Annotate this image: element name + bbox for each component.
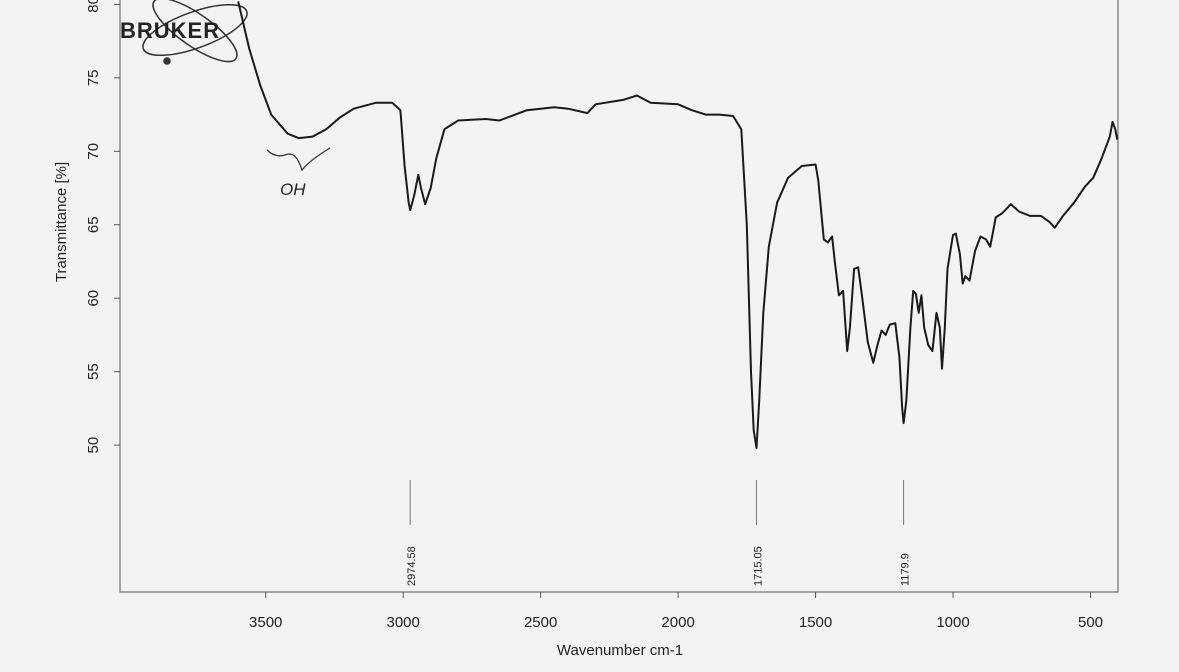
y-tick-label: 70 (85, 143, 102, 160)
y-tick-label: 50 (85, 437, 102, 454)
y-tick-label: 55 (85, 363, 102, 380)
x-tick-label: 2000 (661, 614, 694, 631)
y-tick-label: 80 (85, 0, 102, 13)
x-tick-label: 1500 (799, 614, 832, 631)
x-axis-label: Wavenumber cm-1 (557, 642, 683, 659)
annotation-stroke (266, 147, 331, 172)
spectrum-line (237, 1, 1119, 449)
annotation: OH (280, 180, 306, 199)
plot-frame (119, 0, 1119, 593)
peak-label: 1179.9 (900, 553, 912, 586)
y-tick-label: 60 (85, 290, 102, 307)
x-tick-label: 500 (1078, 614, 1103, 631)
x-tick-label: 3000 (386, 614, 419, 631)
x-tick-label: 2500 (524, 614, 557, 631)
peak-label: 2974.58 (406, 546, 418, 586)
peak-label: 1715.05 (752, 546, 764, 586)
logo-mark (142, 0, 248, 65)
y-tick-label: 75 (85, 70, 102, 87)
x-tick-label: 3500 (249, 614, 282, 631)
x-tick-label: 1000 (936, 614, 969, 631)
y-tick-label: 65 (85, 216, 102, 233)
y-axis-label: Transmittance [%] (53, 162, 70, 282)
logo: BRUKER (120, 18, 220, 43)
